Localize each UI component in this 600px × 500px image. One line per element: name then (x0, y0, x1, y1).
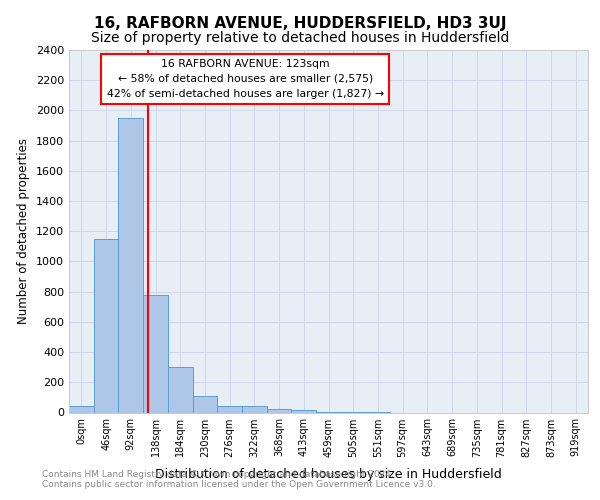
Bar (267, 408, 292, 412)
Bar (118, 118, 143, 412)
Text: 16 RAFBORN AVENUE: 123sqm
← 58% of detached houses are smaller (2,575)
42% of se: 16 RAFBORN AVENUE: 123sqm ← 58% of detac… (107, 59, 384, 98)
Bar (217, 406, 242, 412)
Bar (143, 296, 168, 412)
Bar (292, 410, 316, 412)
Bar (69, 406, 94, 412)
Bar (193, 396, 217, 412)
Text: Size of property relative to detached houses in Huddersfield: Size of property relative to detached ho… (91, 31, 509, 45)
Y-axis label: Number of detached properties: Number of detached properties (17, 138, 31, 324)
Bar (242, 406, 267, 412)
Bar (168, 367, 193, 412)
Text: Contains HM Land Registry data © Crown copyright and database right 2024.
Contai: Contains HM Land Registry data © Crown c… (42, 470, 436, 489)
X-axis label: Distribution of detached houses by size in Huddersfield: Distribution of detached houses by size … (155, 468, 502, 481)
Bar (94, 239, 118, 412)
Text: 16, RAFBORN AVENUE, HUDDERSFIELD, HD3 3UJ: 16, RAFBORN AVENUE, HUDDERSFIELD, HD3 3U… (94, 16, 506, 31)
